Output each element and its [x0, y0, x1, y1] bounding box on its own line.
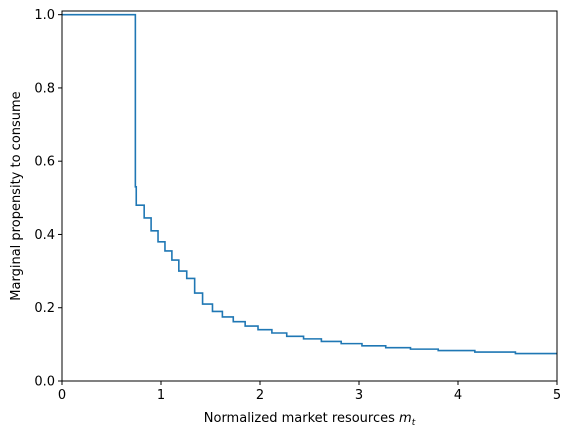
y-tick-label: 0.8 — [34, 81, 55, 96]
series-layer — [62, 13, 557, 355]
y-axis-ticks: 0.0 0.2 0.4 0.6 0.8 1.0 — [34, 8, 62, 390]
x-axis-label-subscript: t — [412, 418, 416, 428]
y-tick-label: 0.6 — [34, 155, 55, 170]
plot-area — [62, 11, 557, 381]
mpc-series-line — [62, 13, 557, 355]
x-axis-label-math: m — [399, 411, 412, 426]
x-tick-label: 4 — [454, 388, 462, 403]
x-axis-label: Normalized market resources mt — [204, 411, 416, 428]
x-tick-label: 5 — [553, 388, 561, 403]
x-axis-label-text: Normalized market resources — [204, 411, 395, 426]
y-tick-label: 0.0 — [34, 375, 55, 390]
x-tick-label: 2 — [256, 388, 264, 403]
x-tick-label: 0 — [58, 388, 66, 403]
y-tick-label: 0.2 — [34, 301, 55, 316]
y-axis-label: Marginal propensity to consume — [9, 91, 24, 300]
x-tick-label: 1 — [157, 388, 165, 403]
y-tick-label: 1.0 — [34, 8, 55, 23]
x-tick-label: 3 — [355, 388, 363, 403]
plot-frame — [61, 10, 558, 382]
x-axis-ticks: 0 1 2 3 4 5 — [58, 381, 561, 403]
y-tick-label: 0.4 — [34, 228, 55, 243]
